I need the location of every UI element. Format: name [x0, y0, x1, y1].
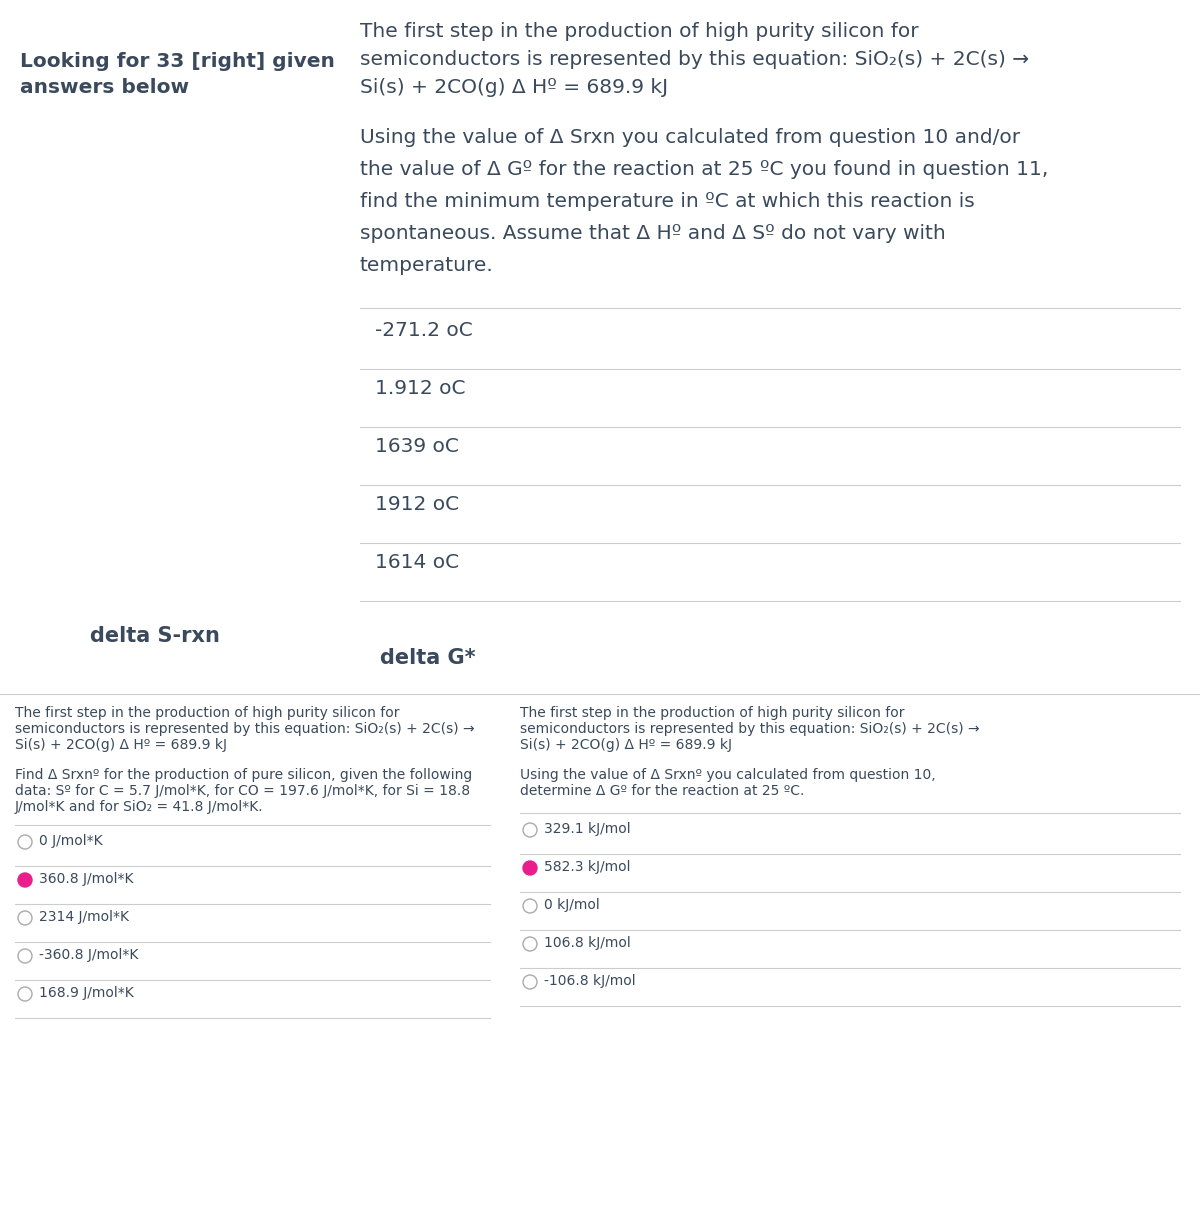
Text: 168.9 J/mol*K: 168.9 J/mol*K [38, 986, 133, 999]
Text: 360.8 J/mol*K: 360.8 J/mol*K [38, 872, 133, 886]
Text: delta S-rxn: delta S-rxn [90, 626, 220, 646]
Text: 2314 J/mol*K: 2314 J/mol*K [38, 910, 130, 924]
Text: Si(s) + 2CO(g) Δ Hº = 689.9 kJ: Si(s) + 2CO(g) Δ Hº = 689.9 kJ [360, 77, 668, 97]
Text: 106.8 kJ/mol: 106.8 kJ/mol [544, 937, 631, 950]
Text: semiconductors is represented by this equation: SiO₂(s) + 2C(s) →: semiconductors is represented by this eq… [360, 50, 1030, 69]
Text: -360.8 J/mol*K: -360.8 J/mol*K [38, 947, 138, 962]
Text: 582.3 kJ/mol: 582.3 kJ/mol [544, 860, 630, 874]
Circle shape [18, 872, 32, 887]
Text: Using the value of Δ Srxnº you calculated from question 10,: Using the value of Δ Srxnº you calculate… [520, 768, 936, 782]
Text: the value of Δ Gº for the reaction at 25 ºC you found in question 11,: the value of Δ Gº for the reaction at 25… [360, 160, 1049, 179]
Text: 1639 oC: 1639 oC [374, 437, 458, 456]
Text: find the minimum temperature in ºC at which this reaction is: find the minimum temperature in ºC at wh… [360, 192, 974, 211]
Text: Si(s) + 2CO(g) Δ Hº = 689.9 kJ: Si(s) + 2CO(g) Δ Hº = 689.9 kJ [520, 738, 732, 751]
Text: data: Sº for C = 5.7 J/mol*K, for CO = 197.6 J/mol*K, for Si = 18.8: data: Sº for C = 5.7 J/mol*K, for CO = 1… [14, 784, 470, 799]
Text: The first step in the production of high purity silicon for: The first step in the production of high… [520, 705, 905, 720]
Text: The first step in the production of high purity silicon for: The first step in the production of high… [14, 705, 400, 720]
Text: 1.912 oC: 1.912 oC [374, 379, 466, 398]
Text: Using the value of Δ Srxn you calculated from question 10 and/or: Using the value of Δ Srxn you calculated… [360, 128, 1020, 146]
Text: delta G*: delta G* [380, 649, 475, 668]
Text: J/mol*K and for SiO₂ = 41.8 J/mol*K.: J/mol*K and for SiO₂ = 41.8 J/mol*K. [14, 800, 264, 814]
Text: temperature.: temperature. [360, 257, 493, 275]
Text: semiconductors is represented by this equation: SiO₂(s) + 2C(s) →: semiconductors is represented by this eq… [14, 722, 475, 736]
Text: 329.1 kJ/mol: 329.1 kJ/mol [544, 822, 631, 836]
Text: spontaneous. Assume that Δ Hº and Δ Sº do not vary with: spontaneous. Assume that Δ Hº and Δ Sº d… [360, 224, 946, 243]
Text: semiconductors is represented by this equation: SiO₂(s) + 2C(s) →: semiconductors is represented by this eq… [520, 722, 979, 736]
Text: 0 J/mol*K: 0 J/mol*K [38, 834, 103, 848]
Text: The first step in the production of high purity silicon for: The first step in the production of high… [360, 22, 919, 41]
Text: Looking for 33 [right] given: Looking for 33 [right] given [20, 52, 335, 71]
Text: -106.8 kJ/mol: -106.8 kJ/mol [544, 974, 636, 989]
Text: determine Δ Gº for the reaction at 25 ºC.: determine Δ Gº for the reaction at 25 ºC… [520, 784, 804, 799]
Text: 0 kJ/mol: 0 kJ/mol [544, 898, 600, 912]
Text: answers below: answers below [20, 77, 190, 97]
Text: 1912 oC: 1912 oC [374, 495, 460, 514]
Text: Si(s) + 2CO(g) Δ Hº = 689.9 kJ: Si(s) + 2CO(g) Δ Hº = 689.9 kJ [14, 738, 227, 751]
Text: 1614 oC: 1614 oC [374, 553, 460, 572]
Text: -271.2 oC: -271.2 oC [374, 321, 473, 340]
Circle shape [523, 862, 538, 875]
Text: Find Δ Srxnº for the production of pure silicon, given the following: Find Δ Srxnº for the production of pure … [14, 768, 473, 782]
